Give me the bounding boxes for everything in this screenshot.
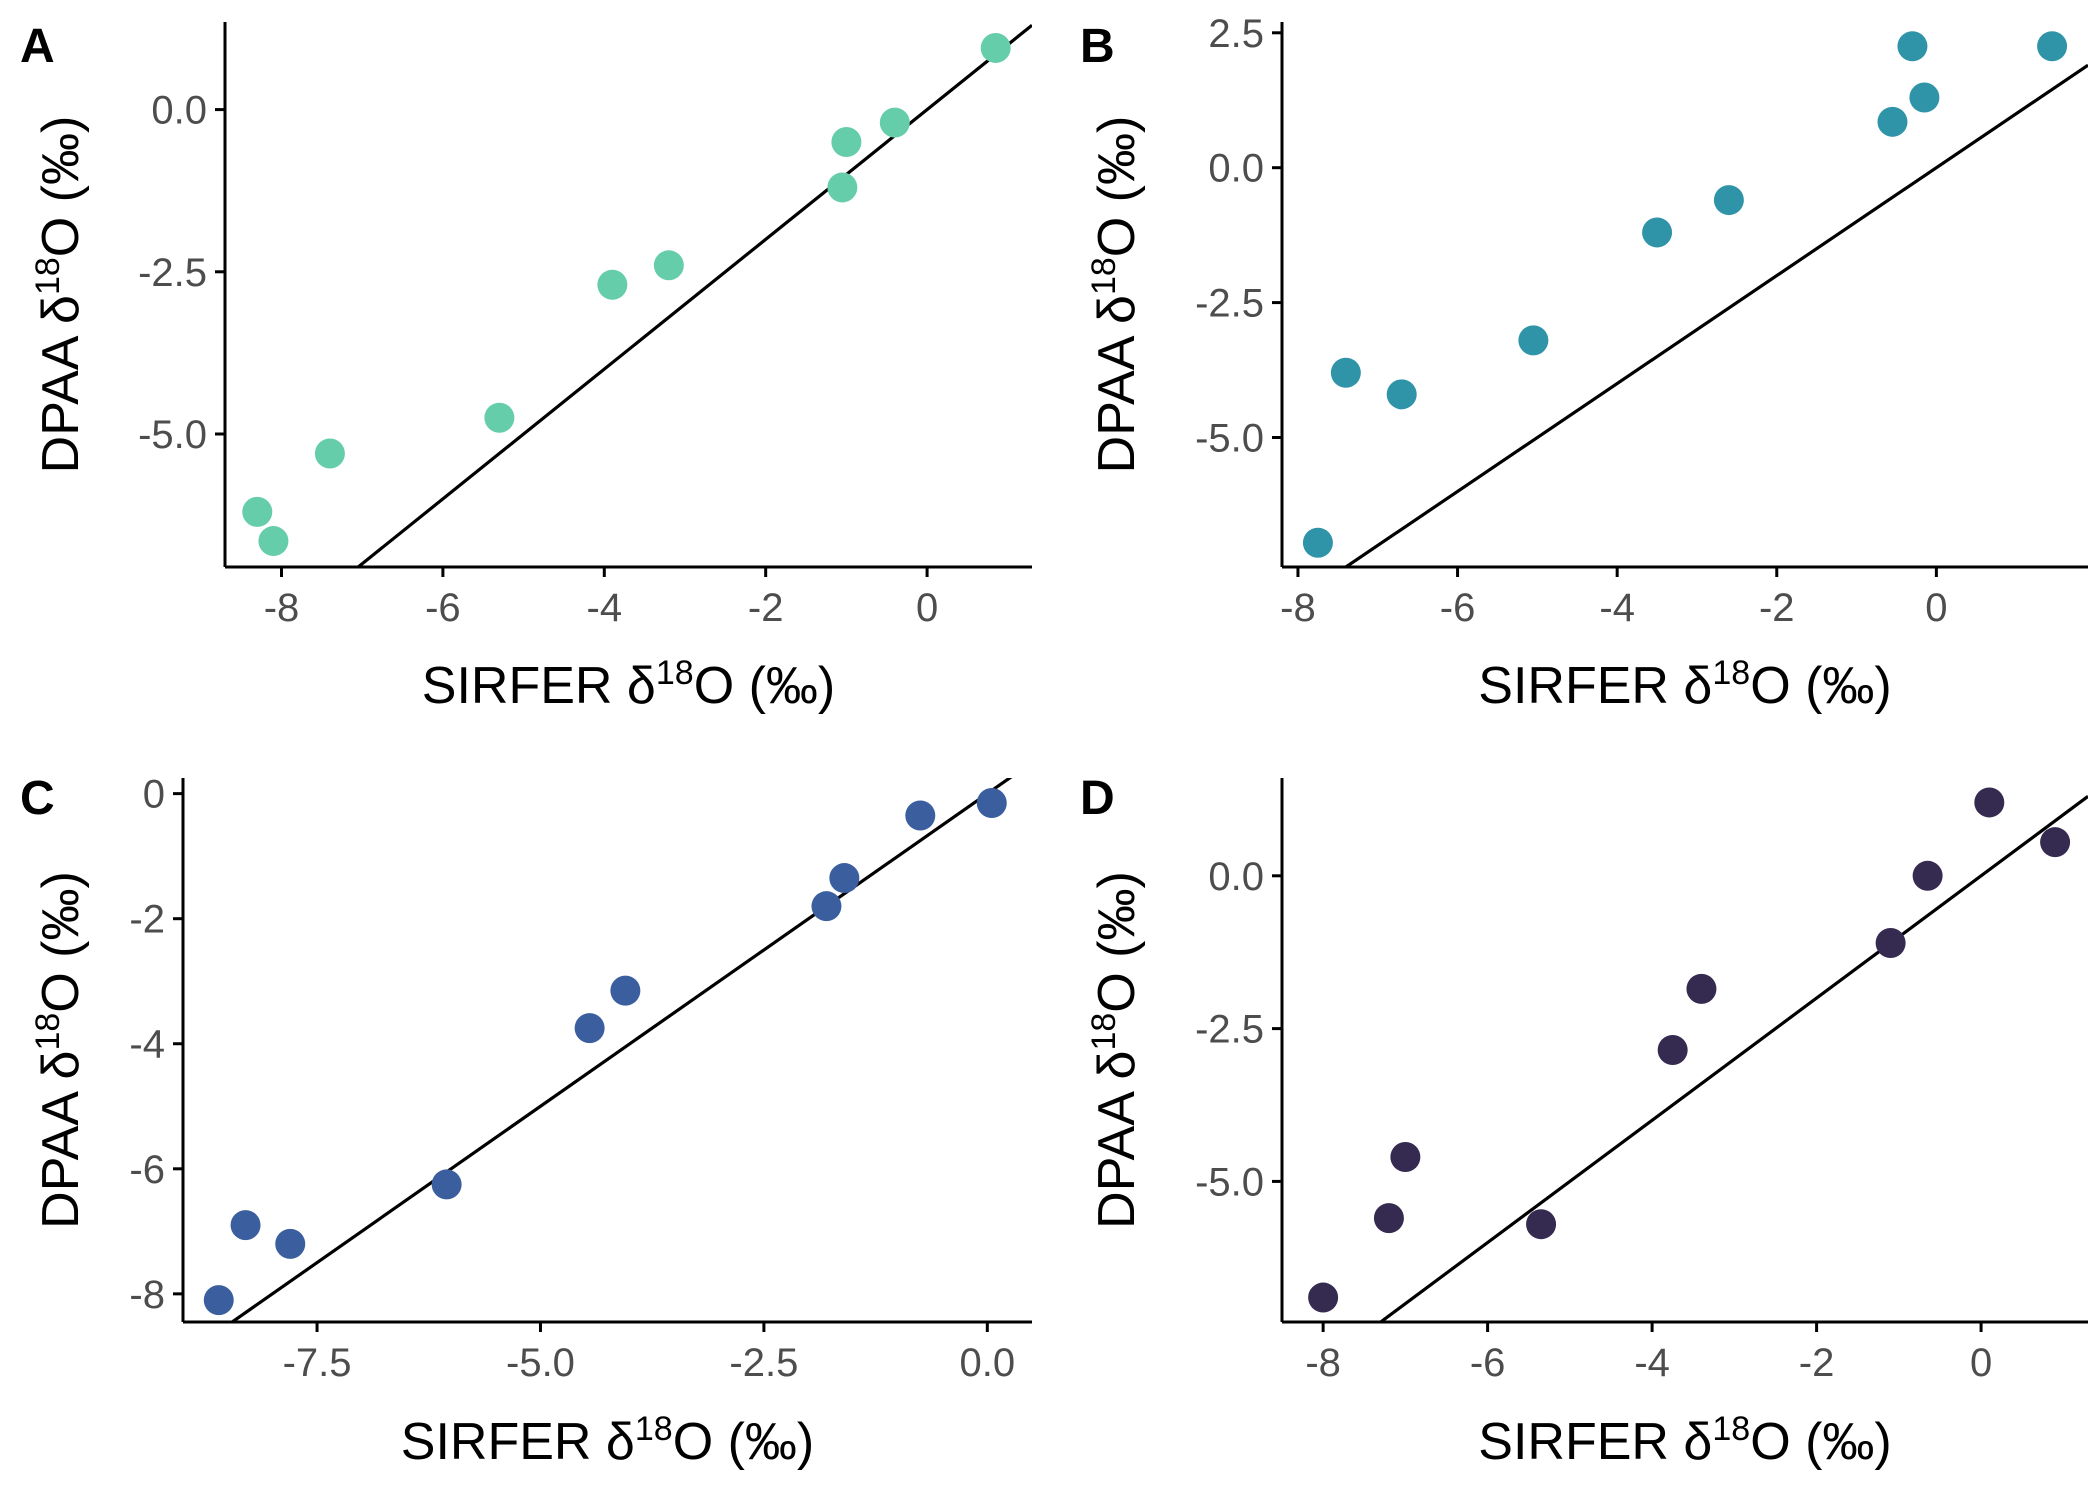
data-point — [484, 402, 515, 433]
panel-b: B -8 -6 -4 -2 0 2.5 0.0 -2.5 -5.0 SIRFER δ18O (‰) D… — [1080, 12, 2088, 715]
panel-c: C -7.5 -5.0 -2.5 0.0 0 -2 -4 -6 -8 SIRFER δ18O (‰)… — [20, 772, 1032, 1471]
data-point — [275, 1228, 306, 1259]
data-point — [230, 1210, 261, 1241]
x-tick-label: -4 — [1634, 1341, 1670, 1385]
panel-label: B — [1080, 20, 1115, 73]
data-point — [1330, 357, 1361, 388]
y-axis-title: DPAA δ18O (‰) — [29, 871, 90, 1229]
x-tick-label: -2 — [1759, 586, 1795, 630]
panel-label: C — [20, 772, 55, 825]
y-tick-label: 0.0 — [1208, 855, 1264, 899]
data-point — [1390, 1141, 1421, 1172]
y-tick-label: -2.5 — [1195, 1008, 1264, 1052]
x-tick-label: -5.0 — [506, 1341, 575, 1385]
y-tick-label: -2.5 — [1195, 282, 1264, 326]
data-point — [976, 788, 1007, 819]
panel-d: D -8 -6 -4 -2 0 0.0 -2.5 -5.0 SIRFER δ18O (‰) DPAA… — [1080, 772, 2088, 1471]
x-tick-label: -2 — [1799, 1341, 1835, 1385]
data-point — [1875, 928, 1906, 959]
data-point — [811, 891, 842, 922]
data-point — [653, 250, 684, 281]
x-tick-label: 0 — [1970, 1341, 1992, 1385]
y-tick-label: -8 — [129, 1273, 165, 1317]
panel-label: A — [20, 20, 55, 73]
data-point — [1657, 1035, 1688, 1065]
panel-a: A -8 -6 -4 -2 0 0.0 -2.5 -5.0 SIRFER δ18O (‰) DPAA… — [20, 20, 1032, 715]
data-point — [1642, 217, 1673, 248]
y-tick-label: 0.0 — [151, 89, 207, 133]
y-tick-label: -2.5 — [138, 251, 207, 295]
y-tick-label: 2.5 — [1208, 12, 1264, 56]
data-point — [1386, 379, 1417, 410]
x-tick-label: 0 — [1925, 586, 1947, 630]
data-point — [831, 127, 862, 158]
data-point — [1526, 1209, 1557, 1240]
data-point — [905, 800, 936, 831]
fit-line — [229, 778, 1013, 1322]
data-point — [1912, 860, 1943, 891]
x-tick-label: -2.5 — [729, 1341, 798, 1385]
x-tick-label: -8 — [1280, 586, 1316, 630]
y-tick-label: -2 — [129, 898, 165, 942]
data-point — [1302, 527, 1333, 558]
fit-line — [1378, 795, 2088, 1322]
x-tick-label: -4 — [1599, 586, 1635, 630]
y-axis-title: DPAA δ18O (‰) — [29, 116, 90, 474]
x-axis-title: SIRFER δ18O (‰) — [1478, 654, 1891, 715]
data-point — [1308, 1282, 1339, 1313]
x-tick-label: 0 — [916, 586, 938, 630]
fit-line — [355, 23, 1032, 567]
data-point — [2040, 827, 2071, 858]
y-tick-label: -4 — [129, 1023, 165, 1067]
data-point — [597, 269, 628, 300]
data-point — [610, 975, 641, 1006]
data-point — [1373, 1203, 1404, 1234]
y-tick-label: -5.0 — [138, 413, 207, 457]
y-tick-label: -5.0 — [1195, 1160, 1264, 1204]
y-tick-label: 0 — [143, 773, 165, 817]
x-axis-title: SIRFER δ18O (‰) — [401, 1410, 814, 1471]
data-point — [242, 496, 273, 527]
x-tick-label: -8 — [1305, 1341, 1341, 1385]
x-axis-title: SIRFER δ18O (‰) — [422, 654, 835, 715]
data-point — [980, 32, 1011, 63]
data-point — [2037, 31, 2068, 62]
x-tick-label: 0.0 — [960, 1341, 1016, 1385]
x-tick-label: -2 — [748, 586, 784, 630]
data-point — [1909, 82, 1940, 113]
data-point — [203, 1285, 234, 1316]
data-point — [1974, 787, 2005, 818]
y-tick-label: -5.0 — [1195, 416, 1264, 460]
x-tick-label: -6 — [425, 586, 461, 630]
data-point — [258, 526, 289, 557]
x-tick-label: -6 — [1470, 1341, 1506, 1385]
data-point — [829, 863, 860, 894]
data-point — [1518, 325, 1549, 356]
fit-line — [1342, 63, 2088, 567]
x-tick-label: -6 — [1440, 586, 1476, 630]
data-point — [827, 172, 858, 203]
y-tick-label: 0.0 — [1208, 147, 1264, 191]
data-point — [431, 1169, 462, 1200]
data-point — [1713, 185, 1744, 216]
y-tick-label: -6 — [129, 1148, 165, 1192]
data-point — [879, 107, 910, 138]
x-tick-label: -8 — [264, 586, 300, 630]
x-tick-label: -4 — [587, 586, 623, 630]
data-point — [314, 438, 345, 469]
x-axis-title: SIRFER δ18O (‰) — [1478, 1410, 1891, 1471]
data-point — [1877, 106, 1908, 137]
data-point — [1686, 973, 1717, 1004]
x-tick-label: -7.5 — [283, 1341, 352, 1385]
y-axis-title: DPAA δ18O (‰) — [1085, 116, 1146, 474]
data-point — [574, 1013, 605, 1044]
y-axis-title: DPAA δ18O (‰) — [1085, 871, 1146, 1229]
panel-label: D — [1080, 772, 1115, 825]
data-point — [1897, 31, 1928, 62]
